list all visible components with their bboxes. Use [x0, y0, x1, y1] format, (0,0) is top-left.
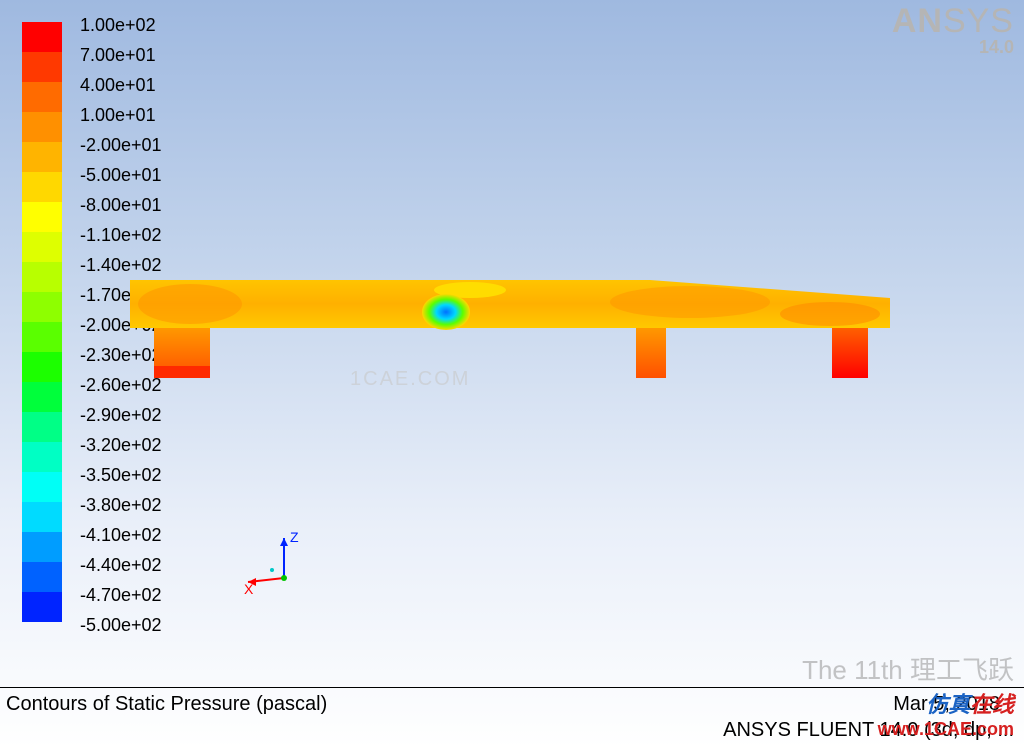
axis-z-label: Z [290, 530, 299, 545]
legend-value: 1.00e+02 [80, 10, 162, 40]
legend-value: -2.30e+02 [80, 340, 162, 370]
watermark-line1: The 11th 理工飞跃 [802, 650, 1014, 687]
contour-region-2 [610, 286, 770, 318]
legend-swatch [22, 52, 62, 82]
legend-value: -8.00e+01 [80, 190, 162, 220]
legend-swatch [22, 112, 62, 142]
legend-value: -3.50e+02 [80, 460, 162, 490]
legend-swatch [22, 82, 62, 112]
legend-swatch [22, 562, 62, 592]
axis-y-dot [281, 575, 287, 581]
axis-z-arrow [280, 538, 288, 546]
solver-info: ANSYS FLUENT 14.0 (3d, dp, ... [723, 719, 1014, 742]
legend-value: 4.00e+01 [80, 70, 162, 100]
legend-swatch [22, 232, 62, 262]
axis-x-label: X [244, 581, 254, 597]
contour-body [130, 280, 890, 328]
legend-swatch [22, 442, 62, 472]
ansys-logo: ANSYS 14.0 [892, 4, 1014, 56]
legend-swatch [22, 502, 62, 532]
legend-value: -1.10e+02 [80, 220, 162, 250]
outlet-leg-mid [636, 328, 666, 378]
contour-plot [130, 280, 890, 400]
legend-swatch [22, 352, 62, 382]
outlet-leg-left-tip [154, 366, 210, 378]
contour-region-4 [434, 282, 506, 298]
legend-value: -3.20e+02 [80, 430, 162, 460]
footer-divider [0, 687, 1024, 688]
legend-swatch [22, 592, 62, 622]
legend-value: -2.00e+01 [80, 130, 162, 160]
legend-value: -4.10e+02 [80, 520, 162, 550]
legend-swatch [22, 412, 62, 442]
plot-title: Contours of Static Pressure (pascal) [6, 693, 327, 716]
triad-origin-dot [270, 568, 274, 572]
legend-value: 1.00e+01 [80, 100, 162, 130]
legend-value: -1.70e+02 [80, 280, 162, 310]
legend-value: -2.00e+02 [80, 310, 162, 340]
legend-swatch [22, 22, 62, 52]
outlet-leg-left [154, 328, 210, 378]
legend-labels: 1.00e+027.00e+014.00e+011.00e+01-2.00e+0… [80, 10, 162, 640]
legend-value: -2.60e+02 [80, 370, 162, 400]
legend-value: -3.80e+02 [80, 490, 162, 520]
legend-swatch [22, 472, 62, 502]
outlet-leg-right [832, 328, 868, 378]
legend-value: -5.00e+02 [80, 610, 162, 640]
legend-swatch [22, 292, 62, 322]
simulation-viewport: ANSYS 14.0 1.00e+027.00e+014.00e+011.00e… [0, 0, 1024, 748]
legend-value: -5.00e+01 [80, 160, 162, 190]
legend-swatch [22, 532, 62, 562]
plot-date: Mar 5, 2018 [893, 693, 1000, 716]
ansys-logo-text: ANSYS [892, 4, 1014, 38]
legend-swatch [22, 382, 62, 412]
legend-swatch [22, 172, 62, 202]
color-legend: 1.00e+027.00e+014.00e+011.00e+01-2.00e+0… [22, 22, 162, 640]
legend-swatches [22, 22, 62, 640]
legend-swatch [22, 142, 62, 172]
legend-swatch [22, 202, 62, 232]
legend-swatch [22, 262, 62, 292]
legend-value: -1.40e+02 [80, 250, 162, 280]
low-pressure-spot [422, 294, 470, 330]
legend-value: -2.90e+02 [80, 400, 162, 430]
legend-swatch [22, 322, 62, 352]
ansys-version: 14.0 [892, 38, 1014, 56]
legend-value: -4.40e+02 [80, 550, 162, 580]
legend-value: 7.00e+01 [80, 40, 162, 70]
legend-value: -4.70e+02 [80, 580, 162, 610]
watermark-center: 1CAE.COM [350, 368, 470, 391]
coordinate-triad: X Z [244, 530, 324, 610]
contour-region-3 [780, 302, 880, 326]
